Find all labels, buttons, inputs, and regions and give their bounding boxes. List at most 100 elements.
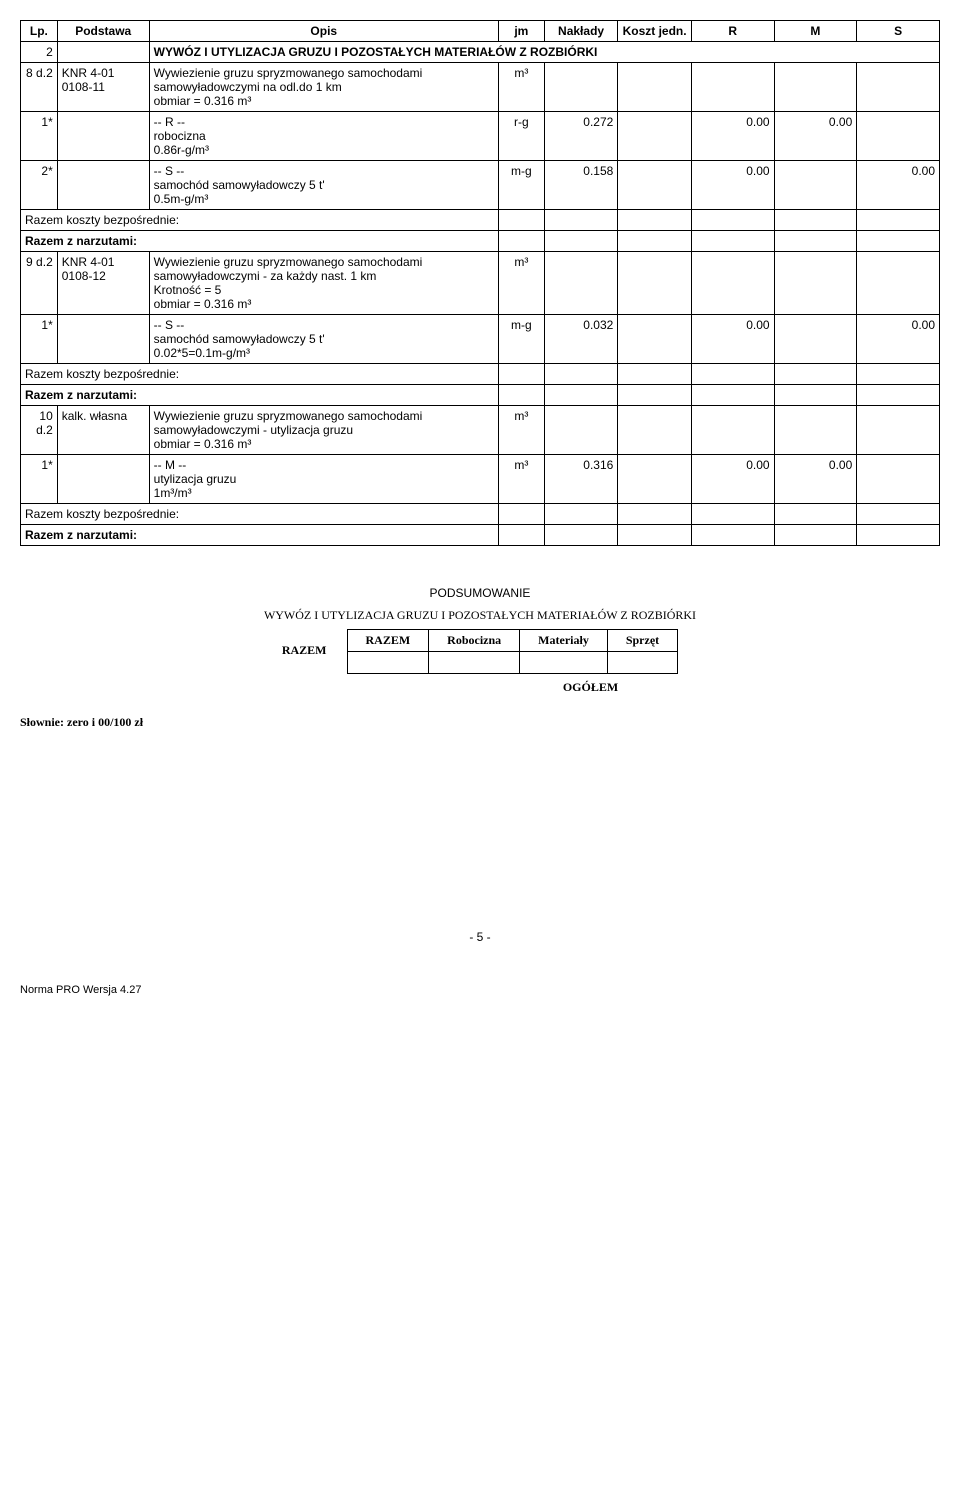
th-s: S: [857, 21, 940, 42]
empty: [498, 210, 544, 231]
cell-r: [691, 252, 774, 315]
cell-naklady: 0.272: [544, 112, 618, 161]
cell-jm: m³: [498, 406, 544, 455]
empty: [857, 210, 940, 231]
razem-narzut-label: Razem z narzutami:: [21, 525, 499, 546]
row-10-m: 1* -- M -- utylizacja gruzu 1m³/m³ m³ 0.…: [21, 455, 940, 504]
section-title: WYWÓZ I UTYLIZACJA GRUZU I POZOSTAŁYCH M…: [149, 42, 939, 63]
empty: [618, 525, 692, 546]
page-number: - 5 -: [20, 930, 940, 944]
empty: [774, 231, 857, 252]
cell-s: 0.00: [857, 161, 940, 210]
empty: [857, 364, 940, 385]
empty: [691, 364, 774, 385]
cell-podstawa: [57, 161, 149, 210]
cell-r: 0.00: [691, 455, 774, 504]
cell-s: [857, 63, 940, 112]
empty: [544, 504, 618, 525]
cell-podstawa: [57, 315, 149, 364]
cell-podstawa: kalk. własna: [57, 406, 149, 455]
cell-m: [774, 63, 857, 112]
cell-r: [691, 406, 774, 455]
row-8-r: 1* -- R -- robocizna 0.86r-g/m³ r-g 0.27…: [21, 112, 940, 161]
razem-narzut-row: Razem z narzutami:: [21, 385, 940, 406]
cell-koszt: [618, 161, 692, 210]
cell-opis: -- R -- robocizna 0.86r-g/m³: [149, 112, 498, 161]
cell-koszt: [618, 63, 692, 112]
summary-title: PODSUMOWANIE: [20, 586, 940, 600]
empty: [774, 210, 857, 231]
th-r: R: [691, 21, 774, 42]
cell-opis: Wywiezienie gruzu spryzmowanego samochod…: [149, 252, 498, 315]
empty: [774, 525, 857, 546]
summary-header-row: RAZEM Robocizna Materiały Sprzęt: [347, 630, 678, 652]
cell-lp: 8 d.2: [21, 63, 58, 112]
razem-narzut-row: Razem z narzutami:: [21, 231, 940, 252]
cell-lp: 9 d.2: [21, 252, 58, 315]
summary-subtitle: WYWÓZ I UTYLIZACJA GRUZU I POZOSTAŁYCH M…: [20, 608, 940, 623]
cell-s: [857, 406, 940, 455]
cell-m: 0.00: [774, 455, 857, 504]
summary-table: RAZEM Robocizna Materiały Sprzęt: [347, 629, 679, 674]
empty: [691, 231, 774, 252]
cell-jm: m³: [498, 63, 544, 112]
cell-naklady: 0.032: [544, 315, 618, 364]
cell-jm: m³: [498, 252, 544, 315]
razem-narzut-label: Razem z narzutami:: [21, 231, 499, 252]
empty: [544, 210, 618, 231]
empty: [691, 504, 774, 525]
empty: [857, 231, 940, 252]
empty: [691, 385, 774, 406]
cell-lp: 1*: [21, 112, 58, 161]
cell-jm: m-g: [498, 161, 544, 210]
empty: [618, 364, 692, 385]
cell-lp: 2*: [21, 161, 58, 210]
row-8: 8 d.2 KNR 4-01 0108-11 Wywiezienie gruzu…: [21, 63, 940, 112]
empty: [857, 525, 940, 546]
empty: [774, 504, 857, 525]
cell-naklady: [544, 252, 618, 315]
razem-row: Razem koszty bezpośrednie:: [21, 364, 940, 385]
cell-jm: m³: [498, 455, 544, 504]
cell-m: [774, 252, 857, 315]
cell-m: [774, 315, 857, 364]
row-8-s: 2* -- S -- samochód samowyładowczy 5 t' …: [21, 161, 940, 210]
sth-rob: Robocizna: [429, 630, 520, 652]
cell-podstawa: KNR 4-01 0108-11: [57, 63, 149, 112]
empty: [544, 231, 618, 252]
cell-podstawa: [57, 455, 149, 504]
razem-row: Razem koszty bezpośrednie:: [21, 210, 940, 231]
empty: [618, 385, 692, 406]
cell-m: [774, 161, 857, 210]
cell-m: 0.00: [774, 112, 857, 161]
cell-opis: -- S -- samochód samowyładowczy 5 t' 0.5…: [149, 161, 498, 210]
cell-r: [691, 63, 774, 112]
cell-naklady: [544, 63, 618, 112]
empty: [498, 504, 544, 525]
cell-naklady: [544, 406, 618, 455]
cell-koszt: [618, 315, 692, 364]
section-row: 2 WYWÓZ I UTYLIZACJA GRUZU I POZOSTAŁYCH…: [21, 42, 940, 63]
razem-label: Razem koszty bezpośrednie:: [21, 504, 499, 525]
cell-jm: m-g: [498, 315, 544, 364]
footer-text: Norma PRO Wersja 4.27: [20, 984, 940, 996]
section-num: 2: [21, 42, 58, 63]
empty: [774, 385, 857, 406]
razem-row: Razem koszty bezpośrednie:: [21, 504, 940, 525]
scell: [607, 652, 677, 674]
row-9-s: 1* -- S -- samochód samowyładowczy 5 t' …: [21, 315, 940, 364]
scell: [520, 652, 608, 674]
empty: [618, 210, 692, 231]
empty: [618, 231, 692, 252]
cell-r: 0.00: [691, 161, 774, 210]
cell-lp: 1*: [21, 315, 58, 364]
sth-razem: RAZEM: [347, 630, 429, 652]
empty: [544, 364, 618, 385]
scell: [429, 652, 520, 674]
cell-opis: -- S -- samochód samowyładowczy 5 t' 0.0…: [149, 315, 498, 364]
empty: [544, 525, 618, 546]
th-naklady: Nakłady: [544, 21, 618, 42]
cell-s: [857, 455, 940, 504]
th-lp: Lp.: [21, 21, 58, 42]
cell-koszt: [618, 112, 692, 161]
